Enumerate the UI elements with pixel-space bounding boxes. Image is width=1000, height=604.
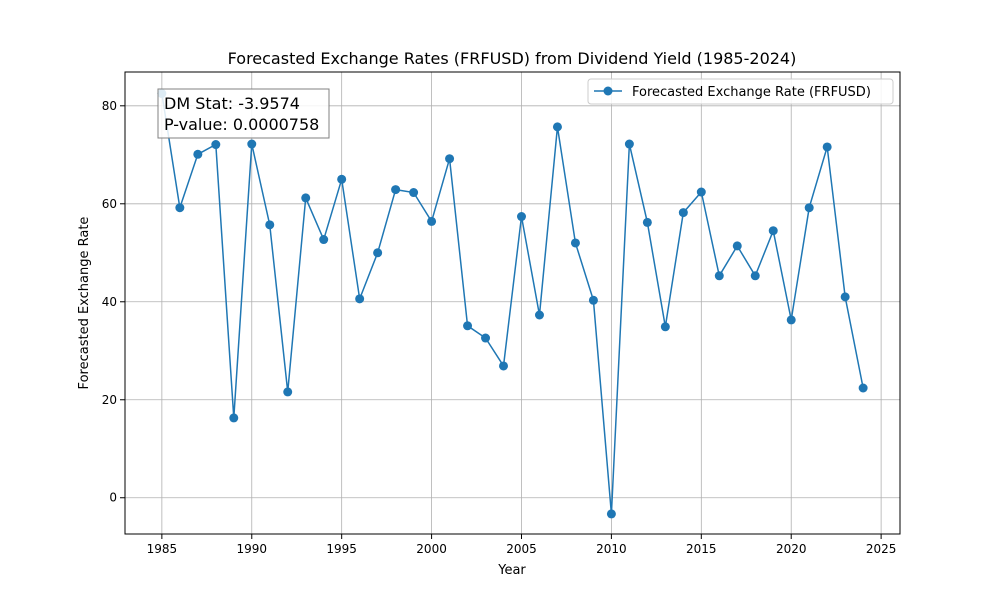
data-point: [552, 122, 562, 132]
annotation-box: DM Stat: -3.9574 P-value: 0.0000758: [157, 88, 330, 139]
data-point: [445, 154, 455, 164]
data-point: [840, 292, 850, 302]
data-point: [355, 294, 365, 304]
y-tick-label: 80: [102, 99, 117, 113]
data-point: [696, 187, 706, 197]
x-tick-label: 2005: [506, 542, 537, 556]
data-point: [786, 315, 796, 325]
data-point: [481, 333, 491, 343]
legend-marker-swatch: [603, 86, 613, 96]
data-point: [606, 509, 616, 519]
series-line: [161, 93, 864, 514]
data-point: [660, 322, 670, 332]
y-tick-label: 0: [109, 491, 117, 505]
legend-label: Forecasted Exchange Rate (FRFUSD): [632, 85, 871, 100]
data-point: [247, 139, 257, 149]
dm-stat-text: DM Stat: -3.9574: [164, 94, 300, 113]
data-point: [642, 217, 652, 227]
data-point: [678, 208, 688, 218]
x-axis-label: Year: [497, 563, 526, 578]
x-tick-label: 2015: [686, 542, 717, 556]
plot-frame: [124, 71, 901, 535]
data-point: [750, 271, 760, 281]
data-point: [301, 193, 311, 203]
data-point: [822, 142, 832, 152]
data-point: [265, 220, 275, 230]
data-point: [427, 216, 437, 226]
data-point: [534, 310, 544, 320]
series-layer: [157, 89, 868, 519]
data-point: [624, 139, 634, 149]
data-point: [463, 321, 473, 331]
data-point: [373, 248, 383, 258]
data-point: [229, 413, 239, 423]
y-axis-label: Forecasted Exchange Rate: [77, 217, 92, 390]
p-value-text: P-value: 0.0000758: [164, 115, 319, 134]
legend: Forecasted Exchange Rate (FRFUSD): [587, 78, 894, 105]
data-point: [211, 140, 221, 150]
x-tick-label: 2000: [416, 542, 447, 556]
data-point: [409, 188, 419, 198]
annotation-frame: [157, 88, 330, 139]
x-tick-label: 1990: [236, 542, 267, 556]
y-tick-label: 20: [102, 393, 117, 407]
y-axis: 0 20 40 60 80: [102, 99, 125, 505]
data-point: [714, 271, 724, 281]
grid-lines: [125, 72, 900, 534]
x-tick-label: 2010: [596, 542, 627, 556]
data-point: [499, 361, 509, 371]
data-point: [588, 295, 598, 305]
data-point: [283, 387, 293, 397]
data-point: [570, 238, 580, 248]
data-point: [804, 203, 814, 213]
data-point: [319, 235, 329, 245]
data-point: [516, 212, 526, 222]
data-point: [732, 241, 742, 251]
x-tick-label: 1985: [147, 542, 178, 556]
y-tick-label: 60: [102, 197, 117, 211]
data-point: [337, 174, 347, 184]
data-point: [175, 203, 185, 213]
y-tick-label: 40: [102, 295, 117, 309]
x-tick-label: 1995: [326, 542, 357, 556]
x-tick-label: 2020: [776, 542, 807, 556]
data-point: [858, 383, 868, 393]
x-tick-label: 2025: [866, 542, 897, 556]
x-axis: 1985 1990 1995 2000 2005 2010 2015 2020 2025: [147, 534, 897, 556]
data-point: [391, 185, 401, 195]
chart-title: Forecasted Exchange Rates (FRFUSD) from …: [228, 49, 797, 68]
data-point: [768, 226, 778, 236]
legend-frame: [587, 78, 894, 105]
data-point: [193, 149, 203, 159]
